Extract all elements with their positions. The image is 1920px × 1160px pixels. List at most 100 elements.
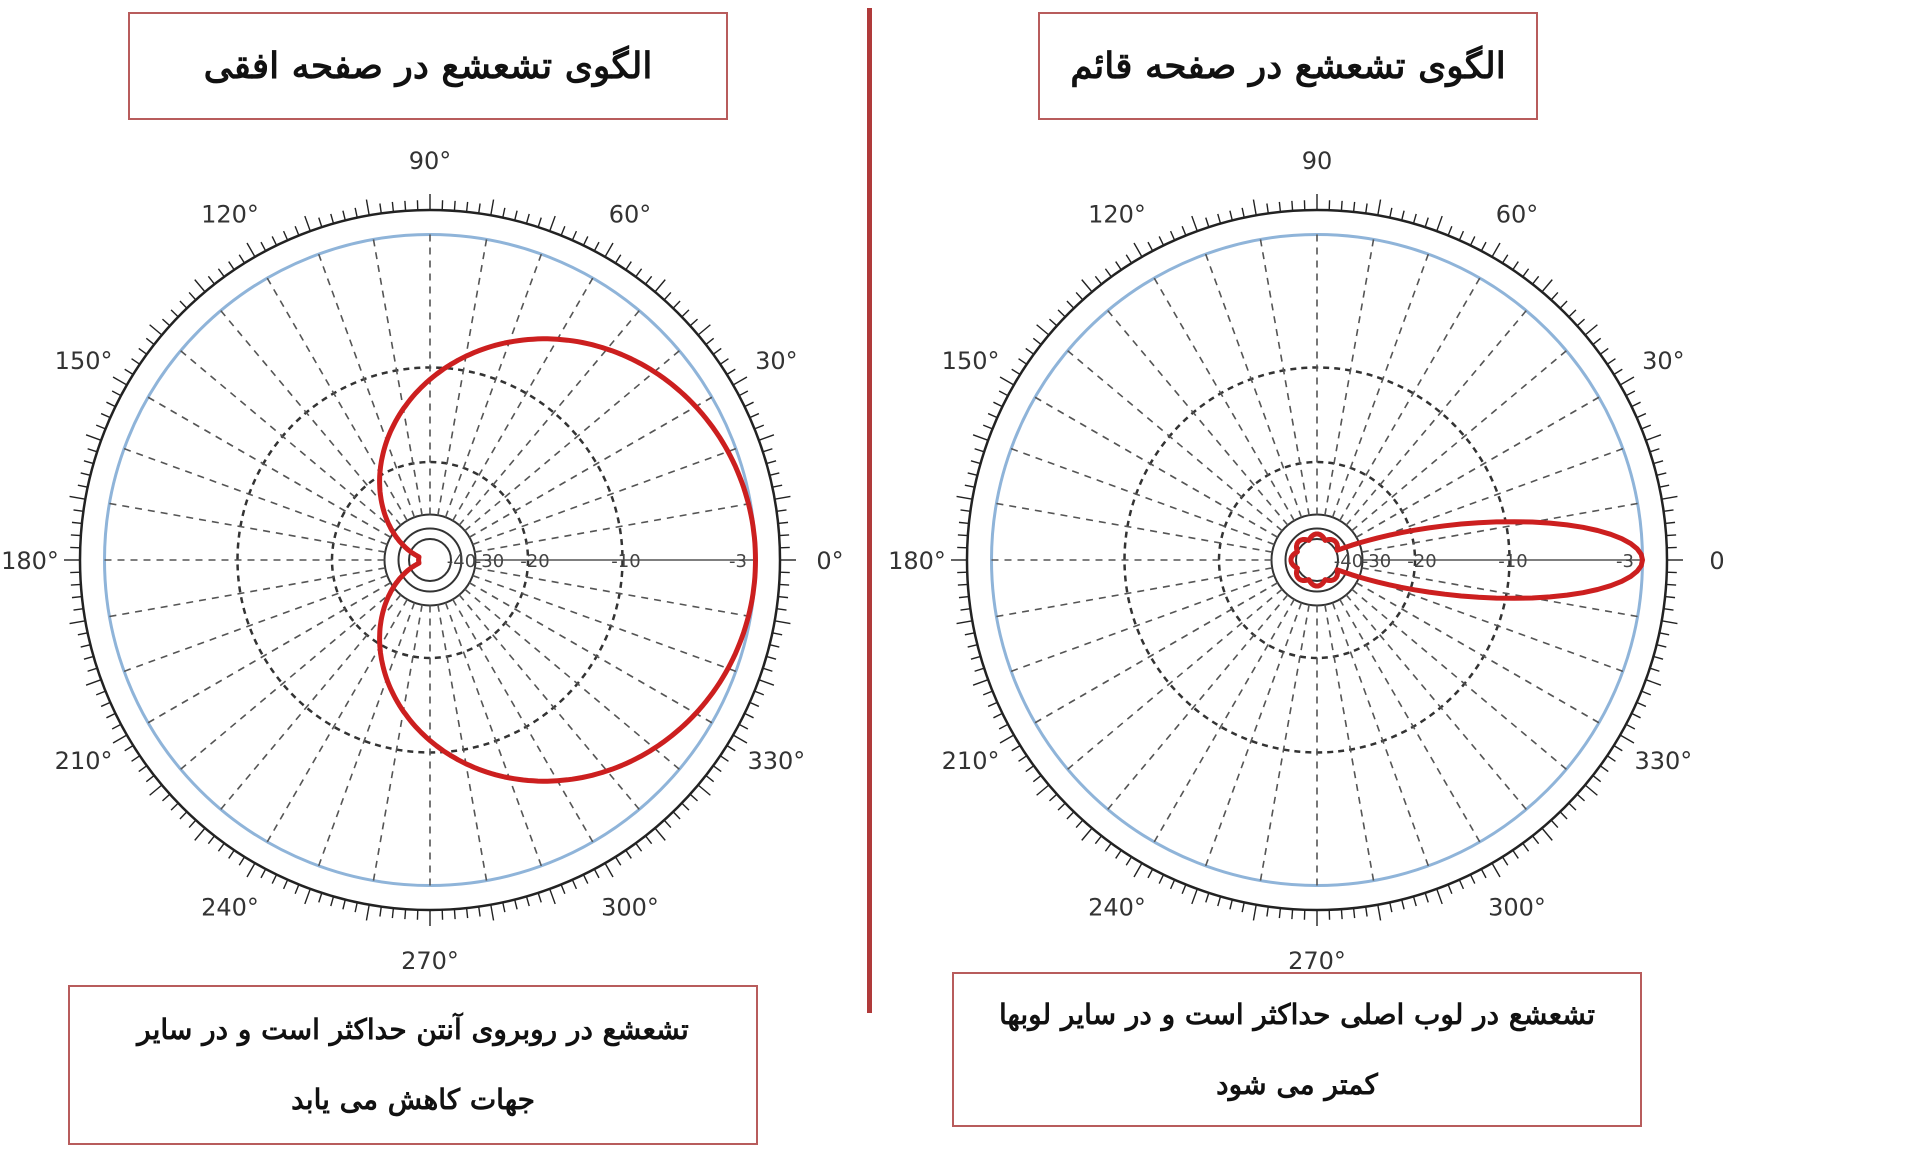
rim-tick (1469, 874, 1476, 884)
rim-tick (294, 884, 300, 895)
rim-tick (964, 484, 975, 488)
rim-tick (681, 309, 690, 318)
rim-tick (1447, 884, 1453, 895)
rim-tick (754, 424, 765, 430)
rim-tick (766, 460, 777, 465)
rim-tick (625, 849, 632, 859)
rim-tick (1205, 217, 1210, 228)
rim-tick (738, 723, 749, 730)
rim-tick (712, 765, 722, 773)
rim-tick (1568, 309, 1577, 318)
rim-tick (1400, 210, 1405, 221)
db-grid-circle (397, 527, 463, 593)
rim-tick (1048, 318, 1058, 327)
rim-tick (1599, 347, 1609, 355)
rim-tick (490, 199, 495, 216)
rim-tick (774, 620, 791, 625)
rim-tick (1512, 849, 1519, 859)
rim-tick (1036, 784, 1050, 796)
vertical-plane-note: تشعشع در لوب اصلی حداکثر است و در سایر ل… (952, 972, 1642, 1127)
rim-tick (972, 679, 989, 686)
rim-tick (744, 401, 754, 408)
rim-tick (1241, 207, 1245, 218)
rim-tick (1400, 899, 1405, 910)
rim-tick (1491, 862, 1501, 878)
rim-tick (1252, 904, 1257, 921)
rim-tick (1036, 324, 1050, 336)
angle-label: 330° (1635, 747, 1693, 775)
rim-tick (1636, 412, 1647, 419)
rim-tick (73, 509, 84, 512)
rim-tick (987, 701, 998, 708)
rim-tick (970, 460, 981, 465)
angle-label: 180° (888, 547, 946, 575)
rim-tick (354, 207, 358, 218)
rim-tick (379, 906, 382, 917)
rim-tick (1011, 744, 1021, 752)
angle-label: 120° (201, 201, 259, 229)
rim-tick (161, 318, 171, 327)
rim-tick (1606, 755, 1616, 762)
rim-tick (604, 862, 614, 878)
rim-tick (772, 632, 783, 636)
rim-tick (960, 509, 971, 512)
rim-tick (614, 254, 622, 264)
horizontal-plane-panel: الگوی تشعشع در صفحه افقی -3 -10 -20 -30 -40 0… (0, 0, 880, 1160)
rim-tick (194, 279, 206, 293)
radial-grid-line (469, 582, 713, 724)
rim-tick (1531, 835, 1540, 845)
rim-tick (719, 755, 729, 762)
rim-tick (549, 888, 556, 905)
rim-tick (73, 608, 84, 611)
radiation-pattern-curve (377, 336, 758, 784)
rim-tick (1340, 909, 1343, 920)
rim-tick (80, 643, 91, 648)
rim-tick (70, 534, 81, 537)
rim-tick (1094, 275, 1103, 285)
rim-tick (712, 347, 722, 355)
angle-label: 0° (816, 547, 843, 575)
rim-tick (138, 347, 148, 355)
rim-tick (1480, 868, 1487, 879)
rim-tick (83, 460, 94, 465)
angle-label: 240° (1088, 893, 1146, 921)
rim-tick (625, 261, 632, 271)
angle-label: 0 (1709, 547, 1724, 575)
rim-tick (1613, 744, 1623, 752)
rim-tick (1663, 509, 1674, 512)
rim-tick (1389, 207, 1393, 218)
rim-tick (1365, 906, 1368, 917)
rim-tick (513, 899, 518, 910)
radial-grid-line (266, 599, 408, 843)
rim-tick (85, 679, 102, 686)
radial-grid-line (1356, 396, 1600, 538)
rim-tick (972, 434, 989, 441)
rim-tick (1104, 268, 1112, 278)
angle-label: 270° (401, 947, 459, 975)
rim-tick (525, 896, 530, 907)
horizontal-plane-note: تشعشع در روبروی آنتن حداکثر است و در سای… (68, 985, 758, 1145)
rim-tick (1584, 784, 1598, 796)
rim-tick (1653, 460, 1664, 465)
rim-tick (1641, 424, 1652, 430)
rim-tick (188, 819, 197, 829)
rim-tick (1094, 835, 1103, 845)
rim-tick (582, 874, 589, 884)
rim-tick (726, 744, 736, 752)
rim-tick (1158, 236, 1165, 246)
rim-tick (957, 583, 968, 586)
rim-tick (87, 448, 98, 453)
angle-label: 300° (1488, 893, 1546, 921)
rim-tick (993, 401, 1003, 408)
rim-tick (958, 521, 969, 525)
db-grid-circle (1284, 527, 1350, 593)
rim-tick (490, 904, 495, 921)
rim-tick (342, 210, 347, 221)
radial-db-label: -30 (475, 551, 504, 572)
rim-tick (525, 213, 530, 224)
angle-label: 240° (201, 893, 259, 921)
rim-tick (70, 583, 81, 586)
rim-tick (779, 534, 790, 537)
rim-tick (1169, 230, 1176, 241)
rim-tick (758, 679, 775, 686)
